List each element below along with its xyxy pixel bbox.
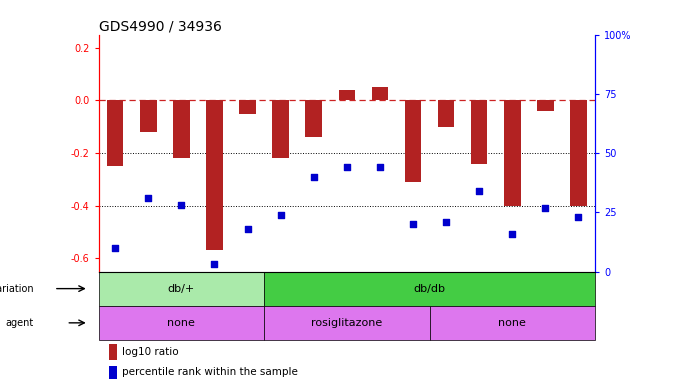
Text: none: none xyxy=(498,318,526,328)
Bar xyxy=(107,100,124,166)
Text: agent: agent xyxy=(6,318,34,328)
Bar xyxy=(438,100,454,127)
Text: db/+: db/+ xyxy=(168,284,195,294)
Bar xyxy=(109,366,118,379)
Bar xyxy=(371,87,388,100)
Point xyxy=(375,164,386,170)
Point xyxy=(143,195,154,201)
Bar xyxy=(99,271,264,306)
Text: db/db: db/db xyxy=(413,284,445,294)
Bar xyxy=(339,90,355,100)
Point xyxy=(242,226,253,232)
Point xyxy=(308,174,319,180)
Bar xyxy=(140,100,156,132)
Bar xyxy=(109,344,118,360)
Bar xyxy=(405,100,421,182)
Text: percentile rank within the sample: percentile rank within the sample xyxy=(122,367,299,377)
Bar xyxy=(206,100,222,250)
Point xyxy=(540,204,551,210)
Bar xyxy=(99,306,264,340)
Text: rosiglitazone: rosiglitazone xyxy=(311,318,382,328)
Point xyxy=(573,214,584,220)
Text: none: none xyxy=(167,318,195,328)
Bar xyxy=(239,100,256,114)
Bar xyxy=(264,271,595,306)
Bar xyxy=(272,100,289,158)
Bar xyxy=(537,100,554,111)
Point xyxy=(507,230,517,237)
Point xyxy=(275,212,286,218)
Text: log10 ratio: log10 ratio xyxy=(122,347,179,357)
Point xyxy=(109,245,120,251)
Text: genotype/variation: genotype/variation xyxy=(0,284,34,294)
Bar xyxy=(173,100,190,158)
Point xyxy=(407,221,418,227)
Point xyxy=(474,188,485,194)
Bar xyxy=(571,100,587,206)
Bar xyxy=(504,100,521,206)
Point xyxy=(441,218,452,225)
Bar xyxy=(305,100,322,137)
Text: GDS4990 / 34936: GDS4990 / 34936 xyxy=(99,20,222,33)
Point xyxy=(176,202,187,208)
Point xyxy=(341,164,352,170)
Bar xyxy=(264,306,430,340)
Point xyxy=(209,262,220,268)
Bar xyxy=(471,100,488,164)
Bar xyxy=(430,306,595,340)
